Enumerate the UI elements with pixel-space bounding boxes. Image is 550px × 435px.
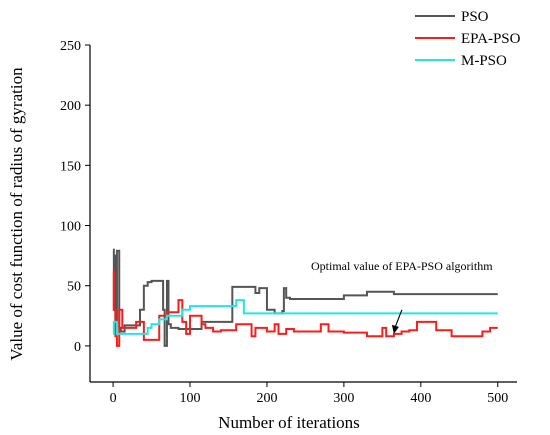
axis-ticks: 0 100 200 300 400 500 0 50 100 150 200 250	[60, 39, 508, 406]
y-tick-label: 50	[67, 280, 81, 295]
y-tick-label: 250	[60, 39, 81, 54]
x-tick-label: 100	[180, 391, 201, 406]
series-line-pso	[112, 248, 498, 347]
series-layer	[112, 248, 498, 347]
x-axis-label: Number of iterations	[218, 413, 360, 432]
series-line-m-pso	[112, 299, 498, 335]
axes-frame	[89, 45, 517, 383]
y-axis-label: Value of cost function of radius of gyra…	[7, 67, 26, 361]
x-tick-label: 400	[410, 391, 431, 406]
annotation-text: Optimal value of EPA-PSO algorithm	[311, 259, 493, 273]
y-tick-label: 0	[74, 340, 81, 355]
legend-label: EPA-PSO	[461, 31, 521, 47]
y-tick-label: 200	[60, 99, 81, 114]
annotation-arrowhead	[391, 324, 399, 334]
annotation-arrow	[394, 309, 403, 329]
series-line-epa-pso	[112, 270, 498, 347]
x-tick-label: 0	[110, 391, 117, 406]
legend-label: M-PSO	[461, 53, 507, 69]
annotation: Optimal value of EPA-PSO algorithm	[311, 259, 493, 334]
x-tick-label: 300	[333, 391, 354, 406]
x-tick-label: 200	[256, 391, 277, 406]
y-tick-label: 150	[60, 159, 81, 174]
legend: PSO EPA-PSO M-PSO	[415, 9, 521, 69]
x-tick-label: 500	[487, 391, 508, 406]
legend-label: PSO	[461, 9, 489, 25]
y-tick-label: 100	[60, 220, 81, 235]
